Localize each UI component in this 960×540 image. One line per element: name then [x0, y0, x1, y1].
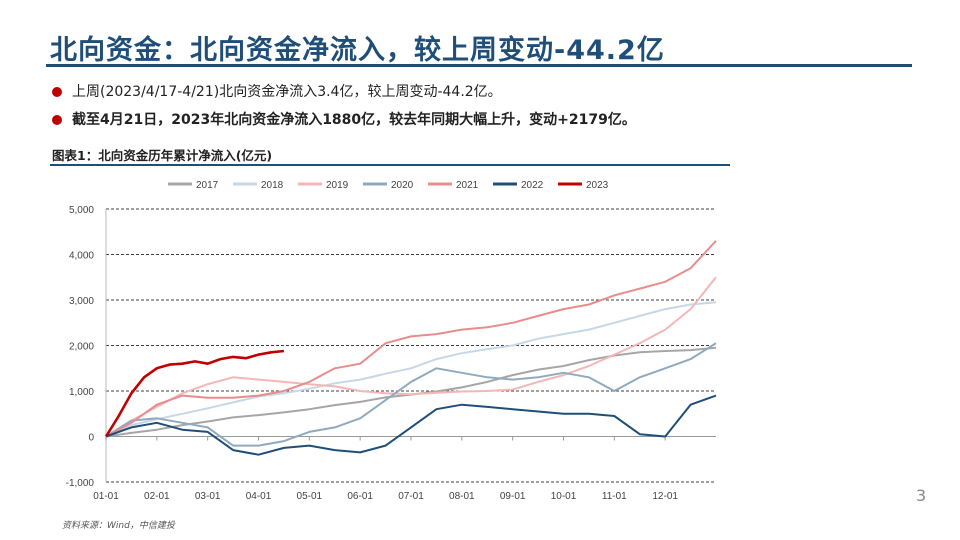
x-tick-label: 09-01	[500, 491, 526, 502]
summary-text: 截至4月21日，2023年北向资金净流入1880亿，较去年同期大幅上升，变动+2…	[72, 112, 636, 128]
series-line-2018	[105, 301, 717, 438]
source-note: 资料来源：Wind，中信建投	[62, 521, 175, 531]
summary-list: 上周(2023/4/17-4/21)北向资金净流入3.4亿，较上周变动-44.2…	[52, 82, 636, 138]
chart-caption: 图表1：北向资金历年累计净流入(亿元)	[52, 148, 273, 163]
y-tick-label: 2,000	[69, 342, 94, 353]
caption-divider	[50, 164, 730, 166]
y-tick-label: 0	[88, 433, 94, 444]
bullet-dot-icon	[52, 87, 62, 97]
y-tick-label: 5,000	[69, 205, 94, 216]
x-tick-label: 11-01	[602, 491, 627, 502]
title-divider	[46, 64, 912, 67]
series-line-2021	[105, 240, 717, 438]
legend-label-2017: 2017	[196, 180, 219, 191]
legend-label-2019: 2019	[326, 180, 349, 191]
summary-text: 上周(2023/4/17-4/21)北向资金净流入3.4亿，较上周变动-44.2…	[72, 84, 502, 100]
y-tick-label: 4,000	[69, 251, 94, 262]
legend-label-2021: 2021	[456, 180, 479, 191]
x-tick-label: 08-01	[449, 491, 475, 502]
series-line-2023	[104, 349, 285, 438]
x-tick-label: 02-01	[144, 491, 170, 502]
y-tick-label: 1,000	[69, 387, 94, 398]
summary-item: 上周(2023/4/17-4/21)北向资金净流入3.4亿，较上周变动-44.2…	[52, 82, 636, 110]
page-number: 3	[916, 486, 927, 505]
x-tick-label: 07-01	[398, 491, 424, 502]
series-line-2020	[105, 342, 717, 447]
series-line-2019	[105, 276, 717, 438]
cumulative-flow-chart: -1,000 0 1,000 2,000 3,000 4,000 5,000 01-01 02-…	[66, 180, 717, 502]
x-tick-label: 04-01	[246, 491, 272, 502]
legend-label-2018: 2018	[261, 180, 284, 191]
slide-title: 北向资金：北向资金净流入，较上周变动-44.2亿	[50, 35, 665, 66]
x-tick-label: 12-01	[652, 491, 678, 502]
summary-item: 截至4月21日，2023年北向资金净流入1880亿，较去年同期大幅上升，变动+2…	[52, 110, 636, 138]
x-tick-label: 06-01	[347, 491, 373, 502]
legend-label-2020: 2020	[391, 180, 414, 191]
x-tick-label: 01-01	[93, 491, 119, 502]
y-tick-label: 3,000	[69, 296, 94, 307]
x-tick-label: 05-01	[297, 491, 323, 502]
series-line-2022	[105, 394, 717, 456]
x-tick-label: 03-01	[195, 491, 221, 502]
legend-label-2022: 2022	[521, 180, 544, 191]
x-tick-label: 10-01	[551, 491, 577, 502]
bullet-dot-icon	[52, 115, 62, 125]
y-tick-label: -1,000	[66, 478, 95, 489]
legend-label-2023: 2023	[586, 180, 609, 191]
